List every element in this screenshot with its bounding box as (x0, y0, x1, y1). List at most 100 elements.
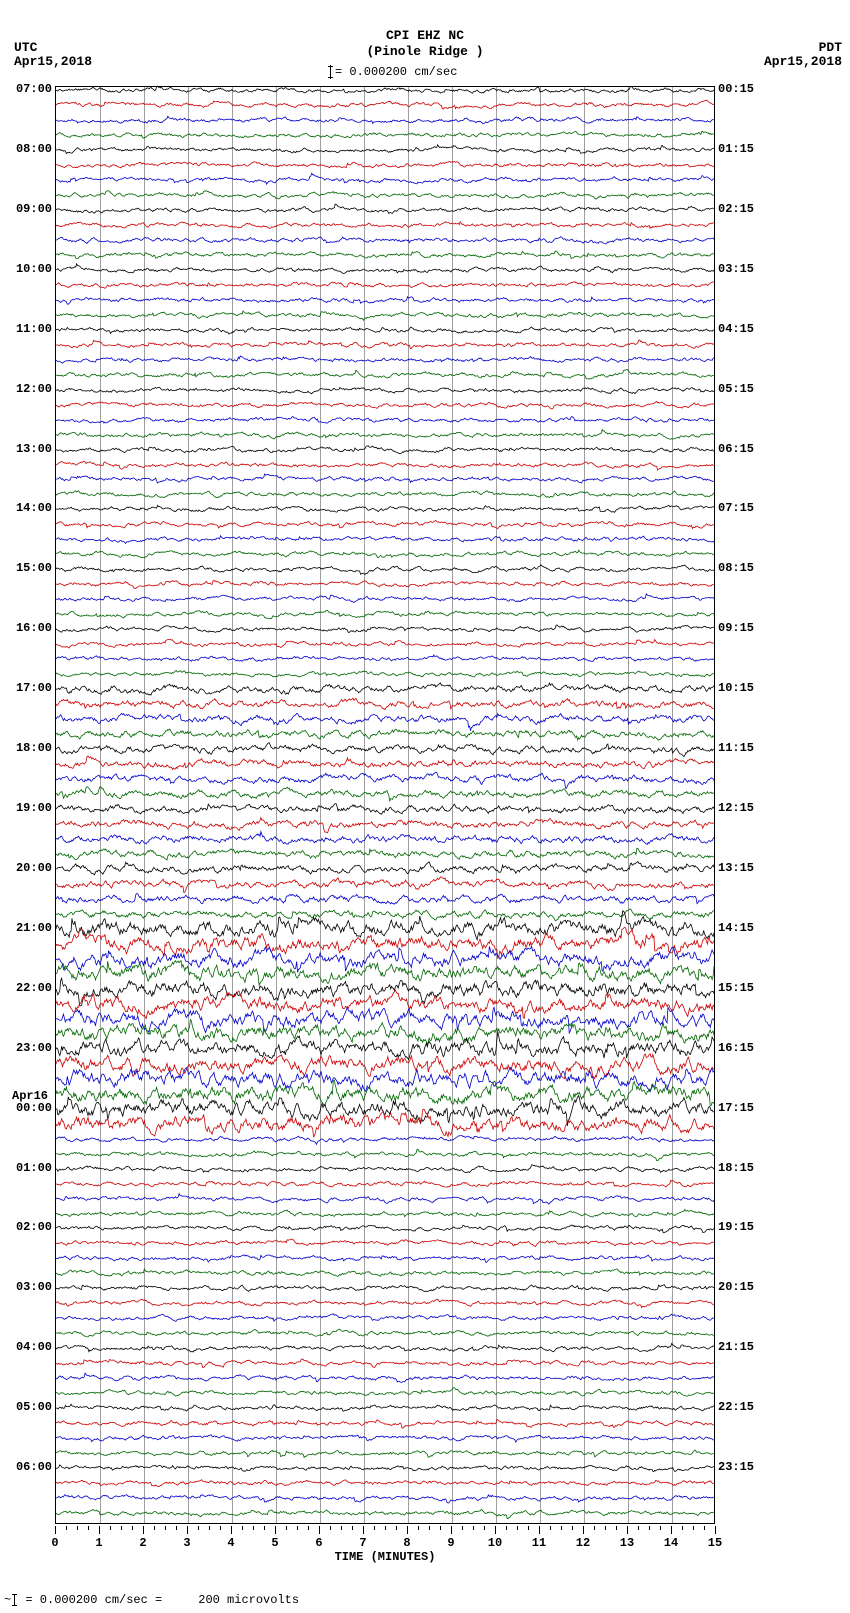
seismic-trace (56, 607, 714, 621)
seismic-trace (56, 443, 714, 457)
seismic-trace (56, 1356, 714, 1370)
x-tick-major (99, 1526, 100, 1534)
seismic-trace (56, 83, 714, 97)
time-label-utc: 20:00 (2, 861, 52, 875)
gridline-vertical (188, 87, 189, 1523)
time-label-pdt: 16:15 (718, 1041, 754, 1055)
seismic-trace (56, 128, 714, 142)
seismic-trace (56, 712, 714, 726)
seismic-trace (56, 757, 714, 771)
seismic-trace (56, 1386, 714, 1400)
time-label-utc: 04:00 (2, 1340, 52, 1354)
x-tick-minor (561, 1526, 562, 1530)
seismic-trace (56, 682, 714, 696)
seismic-trace (56, 727, 714, 741)
x-tick-major (407, 1526, 408, 1534)
seismic-trace (56, 188, 714, 202)
seismic-trace (56, 1207, 714, 1221)
time-label-pdt: 03:15 (718, 262, 754, 276)
seismic-trace (56, 982, 714, 996)
gridline-vertical (232, 87, 233, 1523)
x-tick-minor (572, 1526, 573, 1530)
seismic-trace (56, 967, 714, 981)
seismic-trace (56, 278, 714, 292)
x-tick-label: 14 (664, 1536, 678, 1550)
time-label-pdt: 09:15 (718, 621, 754, 635)
seismic-trace (56, 1431, 714, 1445)
time-label-utc: 06:00 (2, 1460, 52, 1474)
station-location: (Pinole Ridge ) (0, 44, 850, 60)
seismic-trace (56, 532, 714, 546)
scale-indicator: = 0.000200 cm/sec (330, 65, 457, 79)
seismic-trace (56, 293, 714, 307)
seismic-trace (56, 1401, 714, 1415)
seismic-trace (56, 1266, 714, 1280)
x-tick-label: 5 (271, 1536, 278, 1550)
seismic-trace (56, 1057, 714, 1071)
time-label-utc: 23:00 (2, 1041, 52, 1055)
x-tick-minor (616, 1526, 617, 1530)
x-tick-minor (165, 1526, 166, 1530)
time-label-utc: 21:00 (2, 921, 52, 935)
seismic-trace (56, 173, 714, 187)
seismic-trace (56, 1132, 714, 1146)
time-label-pdt: 07:15 (718, 501, 754, 515)
seismic-trace (56, 562, 714, 576)
date-marker: Apr16 (12, 1089, 48, 1103)
station-code: CPI EHZ NC (0, 28, 850, 44)
time-label-pdt: 18:15 (718, 1161, 754, 1175)
seismic-trace (56, 832, 714, 846)
x-tick-label: 8 (403, 1536, 410, 1550)
x-tick-major (495, 1526, 496, 1534)
footer-bar-icon (14, 1594, 15, 1606)
seismic-trace (56, 1192, 714, 1206)
seismic-trace (56, 802, 714, 816)
seismic-trace (56, 1461, 714, 1475)
time-label-pdt: 21:15 (718, 1340, 754, 1354)
x-tick-minor (264, 1526, 265, 1530)
seismic-trace (56, 233, 714, 247)
footer-text1: = 0.000200 cm/sec = (25, 1593, 162, 1607)
seismic-trace (56, 1177, 714, 1191)
seismic-trace (56, 248, 714, 262)
gridline-vertical (364, 87, 365, 1523)
x-tick-label: 13 (620, 1536, 634, 1550)
seismic-trace (56, 487, 714, 501)
x-tick-major (363, 1526, 364, 1534)
time-label-pdt: 06:15 (718, 442, 754, 456)
seismic-trace (56, 892, 714, 906)
x-tick-minor (121, 1526, 122, 1530)
x-tick-major (583, 1526, 584, 1534)
seismic-trace (56, 817, 714, 831)
x-tick-minor (66, 1526, 67, 1530)
seismic-trace (56, 1281, 714, 1295)
seismic-trace (56, 742, 714, 756)
seismic-trace (56, 1087, 714, 1101)
x-tick-minor (649, 1526, 650, 1530)
seismic-trace (56, 458, 714, 472)
time-label-utc: 10:00 (2, 262, 52, 276)
x-tick-minor (286, 1526, 287, 1530)
x-tick-label: 4 (227, 1536, 234, 1550)
time-label-pdt: 10:15 (718, 681, 754, 695)
x-tick-minor (308, 1526, 309, 1530)
gridline-vertical (584, 87, 585, 1523)
seismic-trace (56, 937, 714, 951)
gridline-vertical (276, 87, 277, 1523)
x-axis: TIME (MINUTES) 0123456789101112131415 (55, 1526, 715, 1566)
x-tick-minor (517, 1526, 518, 1530)
x-tick-minor (352, 1526, 353, 1530)
seismic-trace (56, 592, 714, 606)
x-tick-minor (297, 1526, 298, 1530)
seismic-trace (56, 1446, 714, 1460)
x-tick-major (143, 1526, 144, 1534)
x-tick-major (627, 1526, 628, 1534)
seismic-trace (56, 667, 714, 681)
time-label-utc: 01:00 (2, 1161, 52, 1175)
x-tick-major (539, 1526, 540, 1534)
x-tick-minor (693, 1526, 694, 1530)
gridline-vertical (540, 87, 541, 1523)
x-tick-minor (341, 1526, 342, 1530)
seismogram-plot (55, 86, 715, 1524)
chart-header: CPI EHZ NC (Pinole Ridge ) (0, 28, 850, 59)
